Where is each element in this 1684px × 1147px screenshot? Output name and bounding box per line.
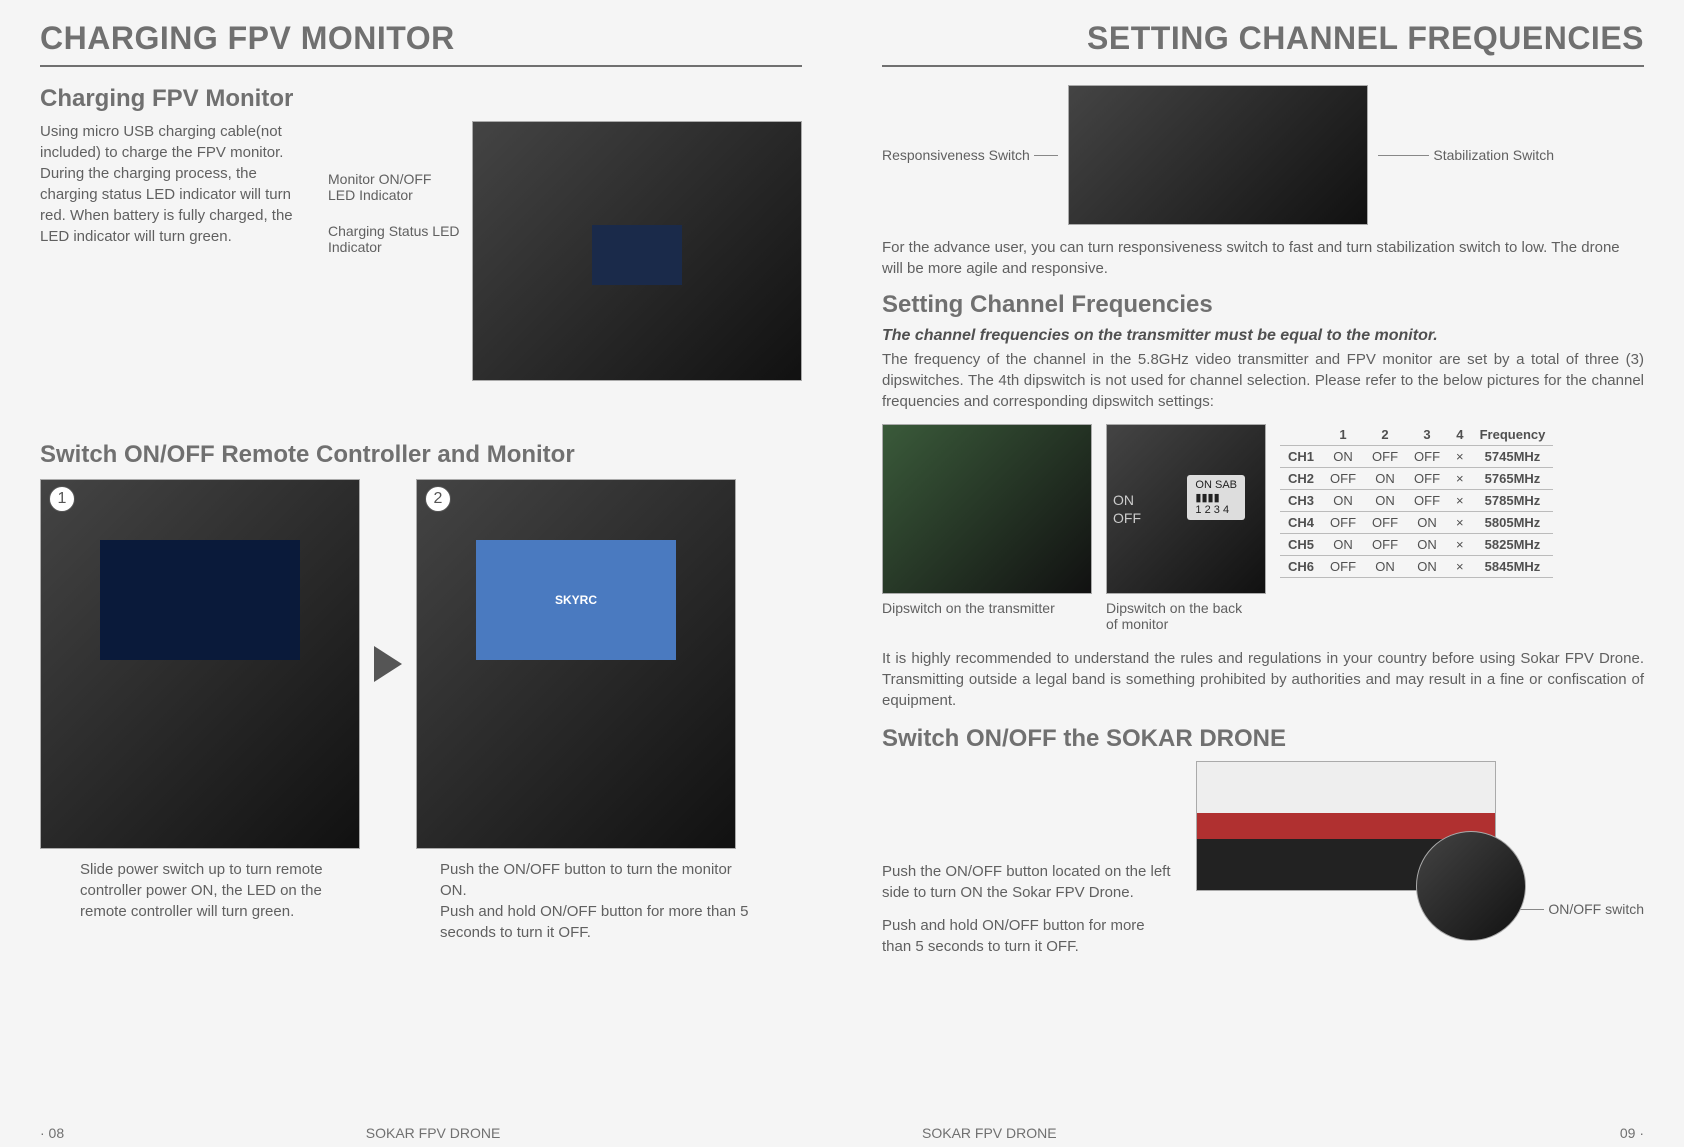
freq-cell: CH6 — [1280, 556, 1322, 578]
left-footer-center: SOKAR FPV DRONE — [366, 1125, 501, 1141]
callout-onoff: ON/OFF switch — [1548, 901, 1644, 917]
right-footer-center: SOKAR FPV DRONE — [922, 1125, 1057, 1141]
freq-cell: OFF — [1406, 468, 1448, 490]
right-page-number: 09 · — [1620, 1125, 1644, 1141]
freq-header: 4 — [1448, 424, 1472, 446]
freq-cell: 5745MHz — [1472, 446, 1554, 468]
warning-text: It is highly recommended to understand t… — [882, 648, 1644, 711]
freq-cell: × — [1448, 512, 1472, 534]
left-header: CHARGING FPV MONITOR — [40, 20, 802, 57]
freq-cell: CH2 — [1280, 468, 1322, 490]
freq-body: The frequency of the channel in the 5.8G… — [882, 349, 1644, 412]
leader-line — [1520, 909, 1545, 910]
freq-header: 1 — [1322, 424, 1364, 446]
freq-cell: OFF — [1364, 512, 1406, 534]
freq-cell: OFF — [1364, 446, 1406, 468]
freq-cell: OFF — [1406, 490, 1448, 512]
freq-header: 3 — [1406, 424, 1448, 446]
table-row: CH3ONONOFF×5785MHz — [1280, 490, 1553, 512]
freq-header — [1280, 424, 1322, 446]
step2-caption: Push the ON/OFF button to turn the monit… — [440, 859, 760, 943]
right-header-rule — [882, 65, 1644, 67]
freq-cell: ON — [1406, 512, 1448, 534]
freq-cell: CH1 — [1280, 446, 1322, 468]
freq-cell: CH4 — [1280, 512, 1322, 534]
right-footer: SOKAR FPV DRONE 09 · — [882, 1125, 1644, 1141]
drone-on-text: Push the ON/OFF button located on the le… — [882, 861, 1176, 903]
dipswitch-mon-photo: ONOFF ON SAB▮▮▮▮1 2 3 4 — [1106, 424, 1266, 594]
left-footer: · 08 SOKAR FPV DRONE — [40, 1125, 802, 1141]
frequency-table: 1234Frequency CH1ONOFFOFF×5745MHzCH2OFFO… — [1280, 424, 1553, 578]
charging-photo — [472, 121, 802, 381]
freq-cell: ON — [1364, 490, 1406, 512]
step1-photo: 1 — [40, 479, 360, 849]
freq-cell: 5825MHz — [1472, 534, 1554, 556]
switch-controller-title: Switch ON/OFF Remote Controller and Moni… — [40, 441, 802, 469]
table-row: CH5ONOFFON×5825MHz — [1280, 534, 1553, 556]
freq-cell: × — [1448, 446, 1472, 468]
freq-cell: OFF — [1322, 556, 1364, 578]
freq-cell: ON — [1322, 534, 1364, 556]
onoff-zoom-photo — [1416, 831, 1526, 941]
table-row: CH1ONOFFOFF×5745MHz — [1280, 446, 1553, 468]
freq-cell: CH5 — [1280, 534, 1322, 556]
freq-cell: OFF — [1322, 468, 1364, 490]
callout-responsiveness: Responsiveness Switch — [882, 147, 1030, 163]
charging-body: Using micro USB charging cable(not inclu… — [40, 121, 310, 247]
freq-cell: 5785MHz — [1472, 490, 1554, 512]
switch-drone-title: Switch ON/OFF the SOKAR DRONE — [882, 725, 1644, 753]
left-header-rule — [40, 65, 802, 67]
freq-cell: 5765MHz — [1472, 468, 1554, 490]
leader-line — [1378, 155, 1429, 156]
step1-caption: Slide power switch up to turn remote con… — [80, 859, 360, 943]
advance-text: For the advance user, you can turn respo… — [882, 237, 1644, 279]
freq-cell: ON — [1364, 468, 1406, 490]
freq-cell: × — [1448, 534, 1472, 556]
freq-cell: OFF — [1406, 446, 1448, 468]
callout-stabilization: Stabilization Switch — [1433, 147, 1554, 163]
freq-cell: ON — [1322, 446, 1364, 468]
freq-header: 2 — [1364, 424, 1406, 446]
freq-cell: ON — [1406, 534, 1448, 556]
freq-cell: × — [1448, 556, 1472, 578]
freq-cell: ON — [1322, 490, 1364, 512]
freq-header: Frequency — [1472, 424, 1554, 446]
table-row: CH6OFFONON×5845MHz — [1280, 556, 1553, 578]
right-page: SETTING CHANNEL FREQUENCIES Responsivene… — [842, 0, 1684, 1147]
freq-cell: ON — [1364, 556, 1406, 578]
step2-photo: 2 SKYRC — [416, 479, 736, 849]
callout-monitor-led: Monitor ON/OFF LED Indicator — [328, 171, 460, 203]
right-header: SETTING CHANNEL FREQUENCIES — [882, 20, 1644, 57]
freq-cell: CH3 — [1280, 490, 1322, 512]
arrow-right-icon — [374, 646, 402, 682]
callout-charging-led: Charging Status LED Indicator — [328, 223, 460, 255]
freq-cell: OFF — [1322, 512, 1364, 534]
dipswitch-tx-photo — [882, 424, 1092, 594]
drone-off-text: Push and hold ON/OFF button for more tha… — [882, 915, 1176, 957]
freq-cell: 5845MHz — [1472, 556, 1554, 578]
setting-freq-title: Setting Channel Frequencies — [882, 291, 1644, 319]
freq-cell: 5805MHz — [1472, 512, 1554, 534]
freq-cell: × — [1448, 468, 1472, 490]
freq-italic-note: The channel frequencies on the transmitt… — [882, 327, 1644, 345]
left-page: CHARGING FPV MONITOR Charging FPV Monito… — [0, 0, 842, 1147]
step1-number: 1 — [49, 486, 75, 512]
step2-number: 2 — [425, 486, 451, 512]
leader-line — [1034, 155, 1058, 156]
switches-photo — [1068, 85, 1368, 225]
table-row: CH2OFFONOFF×5765MHz — [1280, 468, 1553, 490]
dip-mon-caption: Dipswitch on the back of monitor — [1106, 600, 1256, 632]
freq-cell: × — [1448, 490, 1472, 512]
charging-title: Charging FPV Monitor — [40, 85, 802, 113]
dip-tx-caption: Dipswitch on the transmitter — [882, 600, 1092, 616]
freq-cell: OFF — [1364, 534, 1406, 556]
freq-cell: ON — [1406, 556, 1448, 578]
left-page-number: · 08 — [40, 1125, 64, 1141]
table-row: CH4OFFOFFON×5805MHz — [1280, 512, 1553, 534]
